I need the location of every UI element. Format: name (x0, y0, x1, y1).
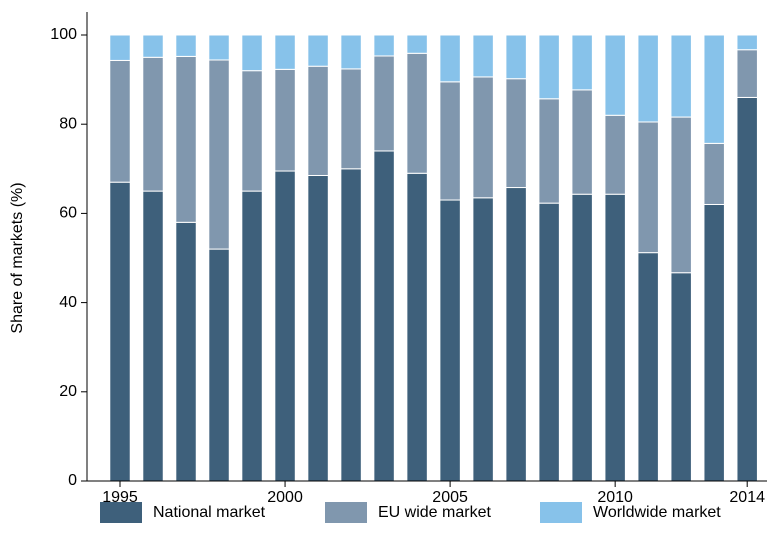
bar-segment (736, 49, 758, 98)
bar-segment (472, 76, 494, 199)
bar-segment (637, 252, 659, 482)
bar-segment (604, 114, 626, 195)
bar-segment (604, 193, 626, 482)
y-tick-label: 80 (59, 115, 77, 132)
bar-segment (637, 121, 659, 254)
bar-segment (703, 203, 725, 482)
bar-segment (340, 34, 362, 70)
bar-segment (604, 34, 626, 116)
bar-segment (472, 197, 494, 482)
bar-segment (439, 34, 461, 83)
bar-segment (571, 34, 593, 91)
bar-segment (208, 59, 230, 250)
bar-segment (538, 98, 560, 204)
bar-segment (175, 221, 197, 482)
bar-segment (274, 170, 296, 482)
bar-segment (175, 55, 197, 223)
bar-segment (406, 34, 428, 54)
bar-segment (373, 55, 395, 152)
bar-segment (274, 34, 296, 70)
x-tick-label: 2005 (432, 489, 468, 506)
y-tick-label: 60 (59, 205, 77, 222)
bar-segment (241, 70, 263, 192)
bar-segment (538, 34, 560, 100)
bar-segment (142, 190, 164, 482)
bar-segment (505, 78, 527, 189)
y-tick-label: 40 (59, 294, 77, 311)
bar-segment (736, 34, 758, 51)
bar-segment (703, 142, 725, 205)
bar-segment (406, 172, 428, 482)
bar-segment (175, 34, 197, 57)
bar-segment (241, 190, 263, 482)
legend-swatch (325, 502, 367, 523)
bar-segment (208, 248, 230, 482)
bar-segment (637, 34, 659, 123)
x-tick-label: 2000 (267, 489, 303, 506)
bar-segment (670, 272, 692, 482)
x-tick-label: 1995 (102, 489, 138, 506)
y-tick-label: 100 (50, 26, 77, 43)
bar-segment (505, 187, 527, 482)
legend-label: National market (153, 504, 266, 521)
bar-segment (241, 34, 263, 72)
bar-segment (571, 193, 593, 482)
y-tick-label: 0 (68, 472, 77, 489)
bar-segment (406, 52, 428, 174)
legend-swatch (540, 502, 582, 523)
bar-segment (439, 81, 461, 201)
legend-label: EU wide market (378, 504, 491, 521)
y-axis-label: Share of markets (%) (9, 182, 26, 333)
bar-segment (142, 56, 164, 192)
bar-segment (571, 89, 593, 195)
bar-segment (340, 168, 362, 482)
bar-segment (307, 65, 329, 176)
bar-segment (208, 34, 230, 61)
bar-segment (736, 96, 758, 482)
legend-label: Worldwide market (593, 504, 721, 521)
x-tick-label: 2010 (597, 489, 633, 506)
bar-segment (307, 174, 329, 482)
bar-segment (670, 116, 692, 274)
bar-segment (538, 202, 560, 482)
bar-segment (439, 199, 461, 482)
bar-segment (373, 150, 395, 482)
bar-segment (109, 181, 131, 482)
bar-segment (109, 59, 131, 183)
bar-segment (373, 34, 395, 57)
bar-segment (703, 34, 725, 144)
bar-segment (340, 68, 362, 170)
legend-swatch (100, 502, 142, 523)
bar-segment (505, 34, 527, 80)
bar-segment (670, 34, 692, 118)
bar-segment (472, 34, 494, 78)
bar-segment (307, 34, 329, 67)
bar-segment (109, 34, 131, 61)
bar-segment (274, 68, 296, 172)
bar-segment (142, 34, 164, 58)
y-tick-label: 20 (59, 383, 77, 400)
x-tick-label: 2014 (729, 489, 765, 506)
